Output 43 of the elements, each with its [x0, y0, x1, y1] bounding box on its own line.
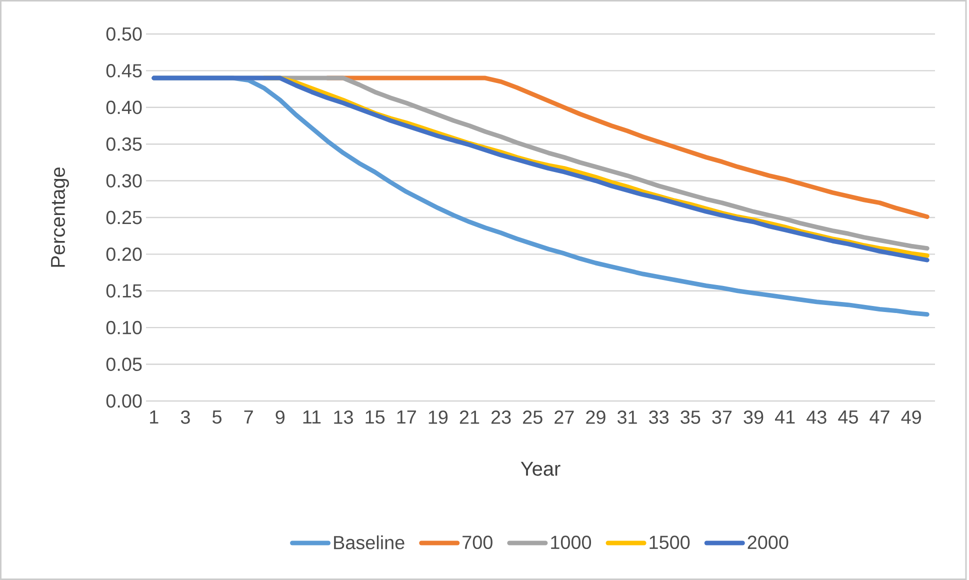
- x-tick-label: 9: [276, 410, 284, 424]
- y-tick-label: 0.25: [106, 210, 142, 224]
- x-tick-label: 21: [460, 410, 480, 424]
- x-tick-label: 23: [491, 410, 511, 424]
- x-tick-label: 17: [397, 410, 416, 424]
- x-tick-label: 39: [744, 410, 764, 424]
- x-tick-label: 3: [180, 410, 190, 424]
- x-tick-label: 7: [244, 410, 253, 424]
- y-axis-title: Percentage: [51, 167, 69, 267]
- x-tick-label: 41: [775, 410, 795, 424]
- x-tick-label: 19: [428, 410, 448, 424]
- y-tick-label: 0.00: [106, 394, 142, 408]
- x-tick-label: 1: [150, 410, 158, 424]
- legend-label: Baseline: [334, 535, 404, 550]
- y-tick-label: 0.05: [106, 358, 142, 371]
- x-tick-label: 33: [649, 410, 669, 424]
- x-tick-label: 49: [901, 410, 921, 424]
- x-tick-label: 27: [554, 410, 574, 424]
- legend-label: 700: [462, 536, 492, 550]
- x-tick-label: 15: [366, 410, 385, 424]
- x-tick-label: 25: [523, 410, 542, 424]
- y-tick-label: 0.15: [106, 284, 142, 298]
- y-tick-label: 0.20: [106, 247, 142, 261]
- y-tick-label: 0.40: [106, 100, 142, 114]
- x-axis-title: Year: [520, 462, 560, 476]
- x-tick-label: 5: [212, 410, 222, 424]
- legend-label: 1000: [551, 536, 592, 550]
- x-tick-label: 47: [870, 410, 890, 424]
- y-tick-label: 0.45: [106, 64, 142, 78]
- legend-label: 2000: [748, 536, 788, 550]
- x-tick-label: 13: [334, 410, 353, 424]
- x-tick-label: 37: [712, 410, 732, 424]
- x-tick-label: 31: [617, 410, 637, 424]
- x-tick-label: 11: [303, 410, 321, 424]
- y-tick-label: 0.50: [106, 27, 142, 41]
- x-tick-label: 29: [586, 410, 606, 424]
- x-tick-label: 45: [838, 410, 858, 424]
- x-tick-label: 35: [680, 410, 700, 424]
- y-tick-label: 0.10: [106, 320, 142, 334]
- y-tick-label: 0.30: [106, 174, 142, 188]
- y-tick-label: 0.35: [106, 137, 142, 151]
- legend-label: 1500: [650, 536, 690, 550]
- x-tick-label: 43: [806, 410, 826, 424]
